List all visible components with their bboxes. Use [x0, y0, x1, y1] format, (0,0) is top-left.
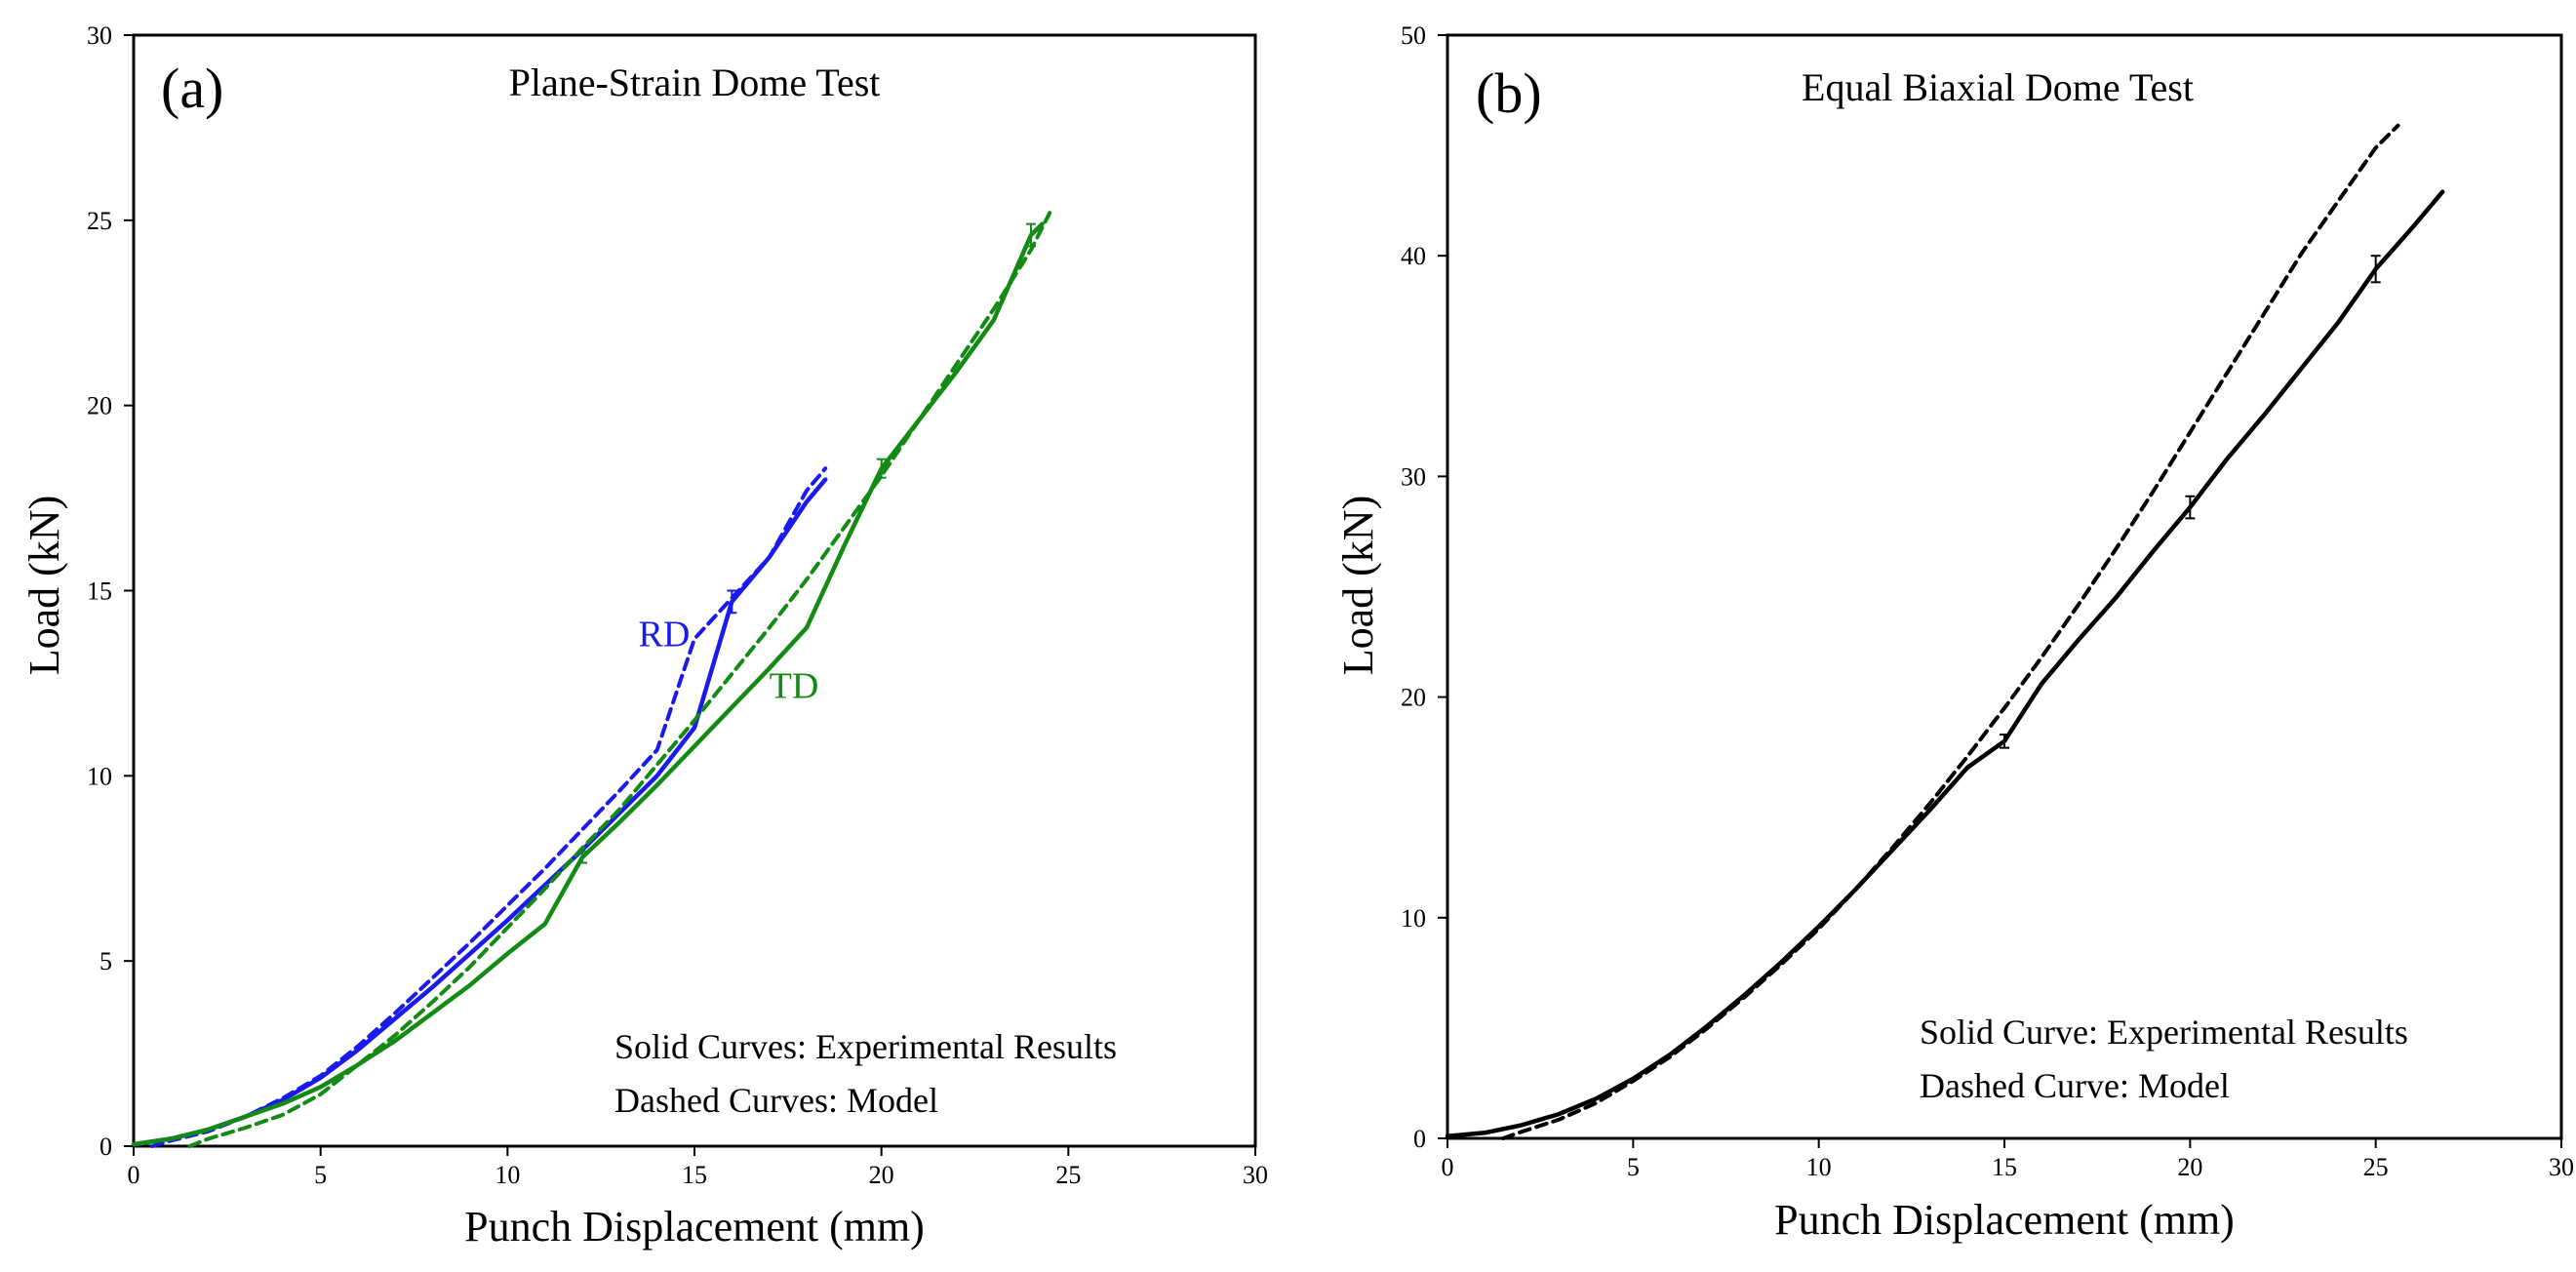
x-tick-label: 15	[1992, 1153, 2017, 1181]
y-tick-label: 0	[1413, 1125, 1426, 1153]
y-tick-label: 30	[1401, 462, 1426, 491]
y-tick-label: 5	[99, 947, 112, 975]
y-tick-label: 15	[87, 577, 112, 606]
y-tick-label: 0	[99, 1133, 112, 1161]
y-axis-label: Load (kN)	[1334, 496, 1382, 676]
panel-label: (b)	[1476, 61, 1542, 125]
curve-label-td: TD	[770, 666, 819, 707]
y-tick-label: 50	[1401, 21, 1426, 50]
series-line-td-model	[187, 211, 1052, 1148]
x-tick-label: 0	[128, 1161, 140, 1189]
x-tick-label: 10	[1806, 1153, 1832, 1181]
chart-title: Plane-Strain Dome Test	[509, 60, 881, 104]
curve-label-rd: RD	[639, 614, 691, 655]
y-tick-label: 40	[1401, 242, 1426, 270]
chart-panel-b: 0 5 10 15 20 25 30 0 10 20 30 40 50 Punch Displacemen…	[1334, 21, 2574, 1244]
y-tick-label: 20	[1401, 684, 1426, 712]
x-tick-label: 15	[682, 1161, 707, 1189]
y-axis-label: Load (kN)	[20, 496, 68, 676]
x-tick-label: 5	[1627, 1153, 1640, 1181]
x-axis-label: Punch Displacement (mm)	[464, 1203, 925, 1251]
x-tick-label: 0	[1442, 1153, 1454, 1181]
x-tick-label: 20	[2177, 1153, 2202, 1181]
series-line-model	[1501, 123, 2400, 1140]
x-axis-label: Punch Displacement (mm)	[1774, 1196, 2235, 1244]
x-tick-label: 20	[869, 1161, 894, 1189]
series-line-td-experimental	[131, 221, 1045, 1147]
annotation-dashed-curves: Dashed Curve: Model	[1920, 1066, 2230, 1105]
annotation-dashed-curves: Dashed Curves: Model	[614, 1081, 938, 1120]
annotation-solid-curves: Solid Curve: Experimental Results	[1920, 1013, 2408, 1052]
panel-label: (a)	[161, 57, 223, 120]
x-tick-label: 5	[314, 1161, 327, 1189]
annotation-solid-curves: Solid Curves: Experimental Results	[614, 1027, 1117, 1066]
x-tick-label: 30	[2549, 1153, 2574, 1181]
x-tick-label: 10	[495, 1161, 520, 1189]
x-tick-label: 30	[1243, 1161, 1268, 1189]
y-tick-label: 20	[87, 392, 112, 420]
y-tick-label: 25	[87, 207, 112, 235]
y-tick-label: 10	[87, 762, 112, 790]
plot-frame	[132, 33, 1257, 1148]
x-tick-label: 25	[2363, 1153, 2389, 1181]
y-tick-label: 10	[1401, 904, 1426, 933]
y-tick-label: 30	[87, 21, 112, 50]
plot-frame	[1446, 33, 2563, 1140]
chart-panel-a: 0 5 10 15 20 25 30 0 5 10 15 20 25 30 Punch Displaceme…	[20, 21, 1268, 1251]
chart-title: Equal Biaxial Dome Test	[1802, 65, 2194, 109]
x-tick-label: 25	[1055, 1161, 1081, 1189]
series-line-experimental	[1445, 189, 2445, 1138]
